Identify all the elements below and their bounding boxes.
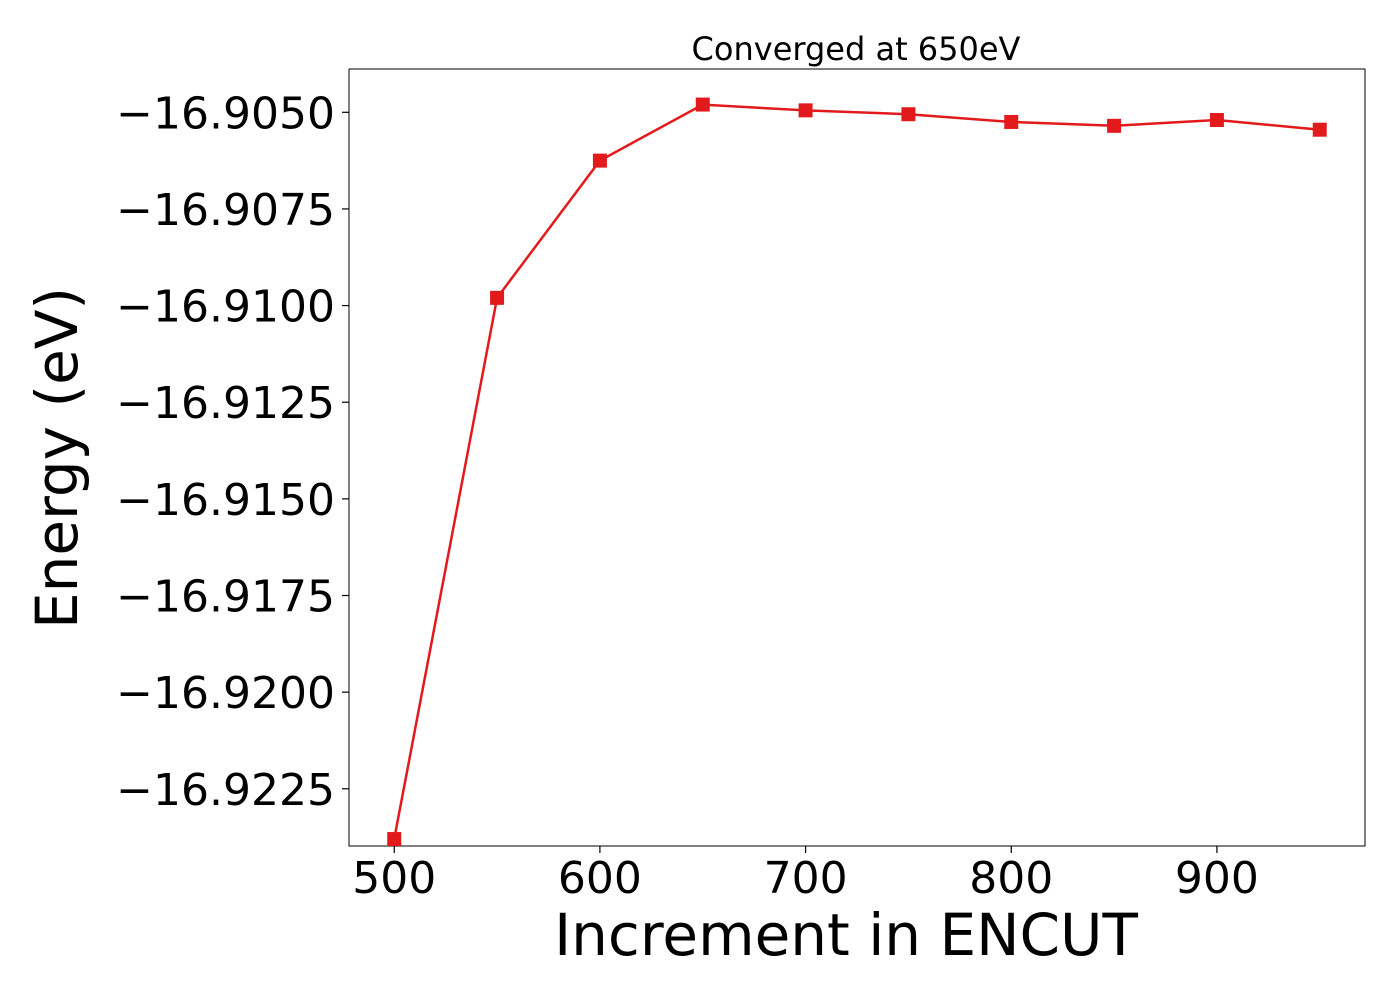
- x-axis-label: Increment in ENCUT: [554, 901, 1138, 969]
- series-layer: [387, 97, 1327, 847]
- data-point: [1004, 114, 1019, 129]
- x-tick-label: 800: [969, 853, 1053, 904]
- data-point: [1209, 113, 1224, 128]
- y-tick-label: −16.9200: [116, 668, 335, 719]
- y-tick-label: −16.9150: [116, 475, 335, 526]
- data-point: [490, 290, 505, 305]
- data-point: [901, 107, 916, 122]
- y-tick-label: −16.9100: [116, 282, 335, 333]
- x-tick-label: 700: [764, 853, 848, 904]
- data-point: [387, 832, 402, 847]
- data-point: [1312, 122, 1327, 137]
- y-tick-label: −16.9075: [116, 185, 335, 236]
- x-tick-label: 600: [558, 853, 642, 904]
- data-point: [592, 153, 607, 168]
- chart-title: Converged at 650eV: [692, 30, 1021, 68]
- y-axis-label: Energy (eV): [23, 287, 91, 629]
- data-point: [1107, 118, 1122, 133]
- data-point: [798, 103, 813, 118]
- plot-frame: [348, 68, 1366, 847]
- y-tick-label: −16.9175: [116, 572, 335, 623]
- y-tick-label: −16.9225: [116, 765, 335, 816]
- x-tick-label: 500: [352, 853, 436, 904]
- series-line: [392, 103, 1320, 840]
- data-point: [695, 97, 710, 112]
- ticks-layer: 500 600 700 800 900 −16.9050 −16.9075 −16.9100 −…: [116, 88, 1259, 904]
- y-tick-label: −16.9050: [116, 88, 335, 139]
- y-tick-label: −16.9125: [116, 378, 335, 429]
- x-tick-label: 900: [1175, 853, 1259, 904]
